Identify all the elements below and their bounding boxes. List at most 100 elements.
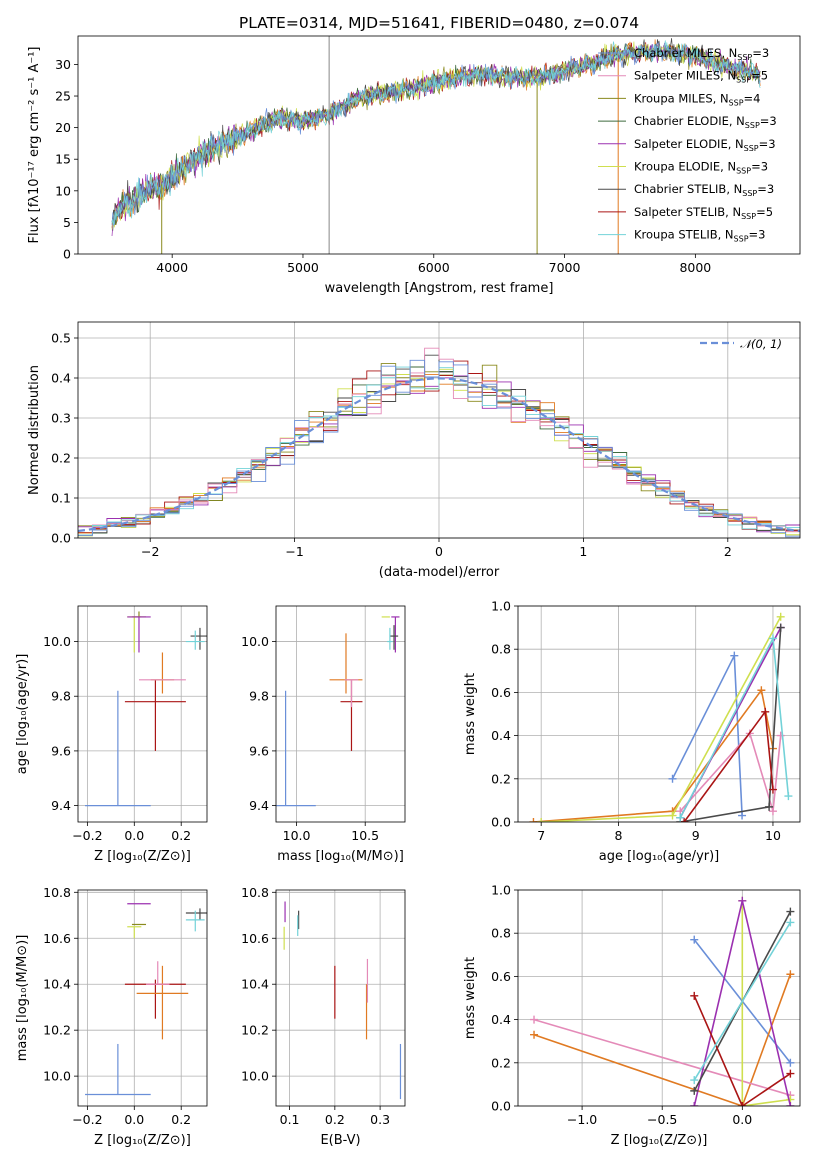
y-tick-label: 10.8: [43, 885, 71, 900]
y-tick-label: 0.4: [51, 371, 71, 386]
y-tick-label: 10.6: [241, 931, 269, 946]
y-tick-label: 9.4: [249, 798, 269, 813]
spectrum-line: [111, 40, 761, 226]
x-tick-label: 9: [692, 828, 700, 843]
weight-marker: [768, 807, 777, 816]
x-tick-label: 0.2: [171, 828, 191, 843]
y-tick-label: 0.4: [491, 1012, 511, 1027]
legend-entry: 𝒩(0, 1): [740, 337, 782, 351]
x-axis-label: mass [log₁₀(M/M⊙)]: [277, 849, 404, 864]
axes-p5: 7 8 9 10 0.0 0.2 0.4 0.6 0.8 1.0 age [log₁₀(age/yr…: [463, 599, 801, 864]
plot-area-p7: [283, 901, 402, 1100]
y-tick-label: 5: [63, 215, 71, 230]
weight-line: [533, 1018, 791, 1096]
weight-line: [741, 900, 791, 1106]
weight-marker: [776, 623, 785, 632]
plot-area-p1: [111, 36, 761, 254]
x-tick-label: 2: [724, 544, 732, 559]
weight-marker: [676, 813, 685, 822]
weight-line: [541, 616, 782, 822]
y-tick-label: 10: [55, 183, 71, 198]
plot-area-p6: [85, 903, 207, 1096]
y-tick-label: 9.8: [51, 689, 71, 704]
y-axis-label: age [log₁₀(age/yr)]: [15, 654, 30, 775]
y-tick-label: 0.2: [491, 771, 511, 786]
weight-marker: [680, 818, 689, 822]
x-axis-label: Z [log₁₀(Z/Z⊙)]: [94, 849, 191, 864]
legend-entry: Kroupa MILES, NSSP=4: [634, 91, 760, 107]
x-tick-label: 0.0: [124, 1112, 144, 1127]
y-tick-label: 0.6: [491, 685, 511, 700]
x-tick-label: 1: [579, 544, 587, 559]
y-tick-label: 10.0: [43, 1069, 71, 1084]
y-tick-label: 1.0: [491, 599, 511, 614]
weight-marker: [765, 802, 774, 811]
plot-area-p8: [530, 896, 795, 1106]
y-tick-label: 0.0: [491, 815, 511, 830]
axes-frame: [77, 321, 801, 539]
x-tick-label: 0.3: [370, 1112, 390, 1127]
y-tick-label: 0.0: [51, 531, 71, 546]
weight-marker: [776, 612, 785, 621]
legend-entry: Chabrier STELIB, NSSP=3: [634, 182, 774, 198]
weight-marker: [761, 707, 770, 716]
x-tick-label: 7: [537, 828, 545, 843]
x-tick-label: 10.5: [351, 828, 379, 843]
plot-area-p4: [276, 616, 400, 807]
legend-entry: Salpeter STELIB, NSSP=5: [634, 205, 773, 221]
y-tick-label: 15: [55, 152, 71, 167]
weight-line: [693, 921, 792, 1081]
x-axis-label: Z [log₁₀(Z/Z⊙)]: [611, 1133, 708, 1148]
weight-marker: [738, 1102, 747, 1106]
x-tick-label: 5000: [287, 260, 319, 275]
weight-marker: [690, 1102, 699, 1106]
y-tick-label: 0.8: [491, 926, 511, 941]
y-tick-label: 9.4: [51, 798, 71, 813]
x-tick-label: −0.5: [647, 1112, 677, 1127]
y-axis-label: mass weight: [463, 673, 478, 755]
weight-marker: [757, 686, 766, 695]
x-tick-label: 0.0: [732, 1112, 752, 1127]
y-axis-label: mass [log₁₀(M/M⊙)]: [15, 935, 30, 1062]
weight-marker: [784, 792, 793, 801]
axes-p6: −0.2 0.0 0.2 10.0 10.2 10.4 10.6 10.8 Z [log₁₀(Z…: [15, 885, 208, 1148]
weight-marker: [786, 907, 795, 916]
weight-marker: [690, 1076, 699, 1085]
axes-p7: 0.1 0.2 0.3 10.0 10.2 10.4 10.6 10.8 E(B-V): [241, 885, 406, 1148]
y-axis-label: Flux [fλ10⁻¹⁷ erg cm⁻² s⁻¹ A⁻¹]: [27, 47, 42, 244]
x-tick-label: 0.0: [124, 828, 144, 843]
x-tick-label: 4000: [156, 260, 188, 275]
y-tick-label: 10.8: [241, 885, 269, 900]
weight-marker: [690, 991, 699, 1000]
weight-marker: [668, 774, 677, 783]
x-tick-label: 10: [765, 828, 781, 843]
spectrum-line: [111, 39, 761, 227]
y-tick-label: 1.0: [491, 883, 511, 898]
weight-marker: [529, 818, 538, 822]
y-tick-label: 9.8: [249, 689, 269, 704]
y-tick-label: 9.6: [51, 743, 71, 758]
axes-frame: [275, 889, 406, 1107]
plot-area-p3: [85, 611, 207, 807]
x-tick-label: −2: [141, 544, 159, 559]
y-tick-label: 25: [55, 89, 71, 104]
weight-marker: [776, 731, 785, 740]
x-tick-label: 6000: [418, 260, 450, 275]
y-tick-label: 10.6: [43, 931, 71, 946]
x-tick-label: 0.2: [171, 1112, 191, 1127]
x-axis-label: wavelength [Angstrom, rest frame]: [325, 281, 554, 296]
x-tick-label: −0.2: [72, 828, 102, 843]
plot-area-p5: [529, 612, 793, 822]
y-tick-label: 0.0: [491, 1099, 511, 1114]
weight-marker: [690, 935, 699, 944]
axes-p4: 10.0 10.5 9.4 9.6 9.8 10.0 mass [log₁₀(M/M⊙)]: [241, 605, 406, 864]
weight-line: [679, 731, 782, 812]
y-tick-label: 10.0: [43, 634, 71, 649]
x-tick-label: 8000: [679, 260, 711, 275]
x-tick-label: −1: [285, 544, 303, 559]
y-tick-label: 0.3: [51, 411, 71, 426]
legend-entry: Chabrier ELODIE, NSSP=3: [634, 114, 777, 130]
y-tick-label: 10.0: [241, 1069, 269, 1084]
legend-entry: Chabrier MILES, NSSP=3: [634, 46, 769, 62]
weight-marker: [786, 1058, 795, 1067]
